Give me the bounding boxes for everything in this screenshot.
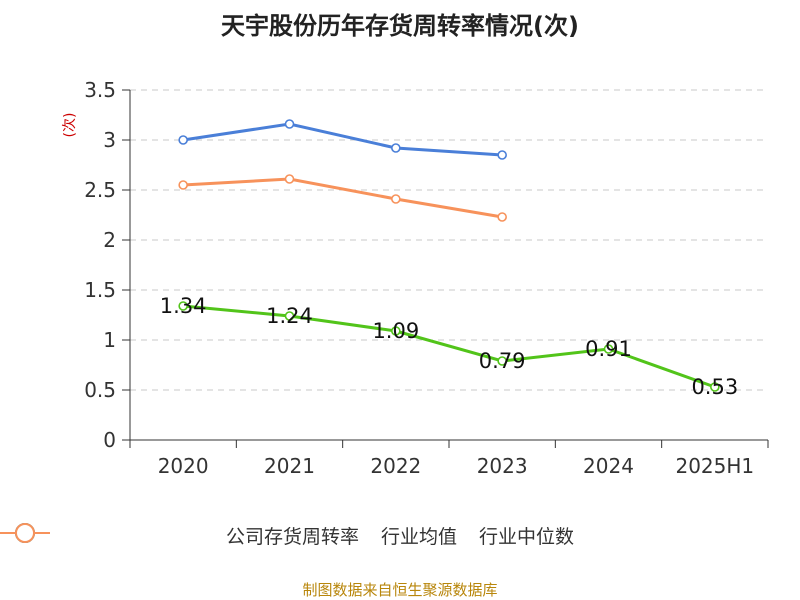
- x-tick-label: 2020: [158, 454, 209, 478]
- legend-label-industry-median: 行业中位数: [479, 526, 575, 548]
- data-point: [391, 194, 401, 204]
- legend-item-industry-mean[interactable]: 行业均值: [0, 522, 457, 549]
- source-note: 制图数据来自恒生聚源数据库: [302, 581, 498, 599]
- data-point: [284, 174, 295, 184]
- data-label: 1.24: [266, 304, 313, 328]
- series-line-2: [183, 177, 503, 219]
- y-axis-label: (次): [62, 113, 78, 138]
- y-tick-label: 3: [103, 128, 116, 152]
- y-tick-label: 1: [103, 328, 116, 352]
- data-label: 0.91: [585, 337, 632, 361]
- data-point: [497, 150, 507, 160]
- y-tick-label: 2: [103, 228, 116, 252]
- x-tick-label: 2025H1: [675, 454, 754, 478]
- data-point: [178, 135, 188, 145]
- data-point: [284, 119, 295, 129]
- legend-swatch-industry-median: [0, 523, 50, 543]
- legend: 公司存货周转率 行业均值 行业中位数: [0, 522, 800, 549]
- data-point: [497, 356, 507, 366]
- legend-item-industry-median[interactable]: 行业中位数: [0, 522, 575, 549]
- x-tick-label: 2024: [583, 454, 634, 478]
- data-point: [391, 326, 401, 336]
- data-label: 0.53: [691, 375, 738, 399]
- data-point: [603, 344, 614, 354]
- y-tick-label: 3.5: [84, 78, 116, 102]
- data-point: [178, 301, 188, 311]
- y-tick-label: 0.5: [84, 378, 116, 402]
- y-tick-label: 2.5: [84, 178, 116, 202]
- data-point: [710, 382, 720, 392]
- legend-label-industry-mean: 行业均值: [380, 526, 457, 548]
- data-label: 1.34: [160, 294, 207, 318]
- y-tick-label: 1.5: [84, 278, 116, 302]
- series-line-0: [183, 304, 716, 389]
- x-tick-label: 2022: [370, 454, 421, 478]
- data-label: 0.79: [479, 349, 526, 373]
- data-point: [497, 212, 507, 222]
- data-label: 1.09: [372, 319, 419, 343]
- data-point: [284, 311, 295, 321]
- x-tick-label: 2023: [477, 454, 528, 478]
- data-point: [178, 180, 188, 190]
- y-tick-label: 0: [103, 428, 116, 452]
- legend-item-company[interactable]: 公司存货周转率: [0, 522, 359, 549]
- legend-label-company: 公司存货周转率: [225, 526, 359, 548]
- chart-title: 天宇股份历年存货周转率情况(次): [221, 12, 579, 40]
- series-line-1: [182, 122, 503, 157]
- x-tick-label: 2021: [264, 454, 315, 478]
- data-point: [391, 143, 401, 153]
